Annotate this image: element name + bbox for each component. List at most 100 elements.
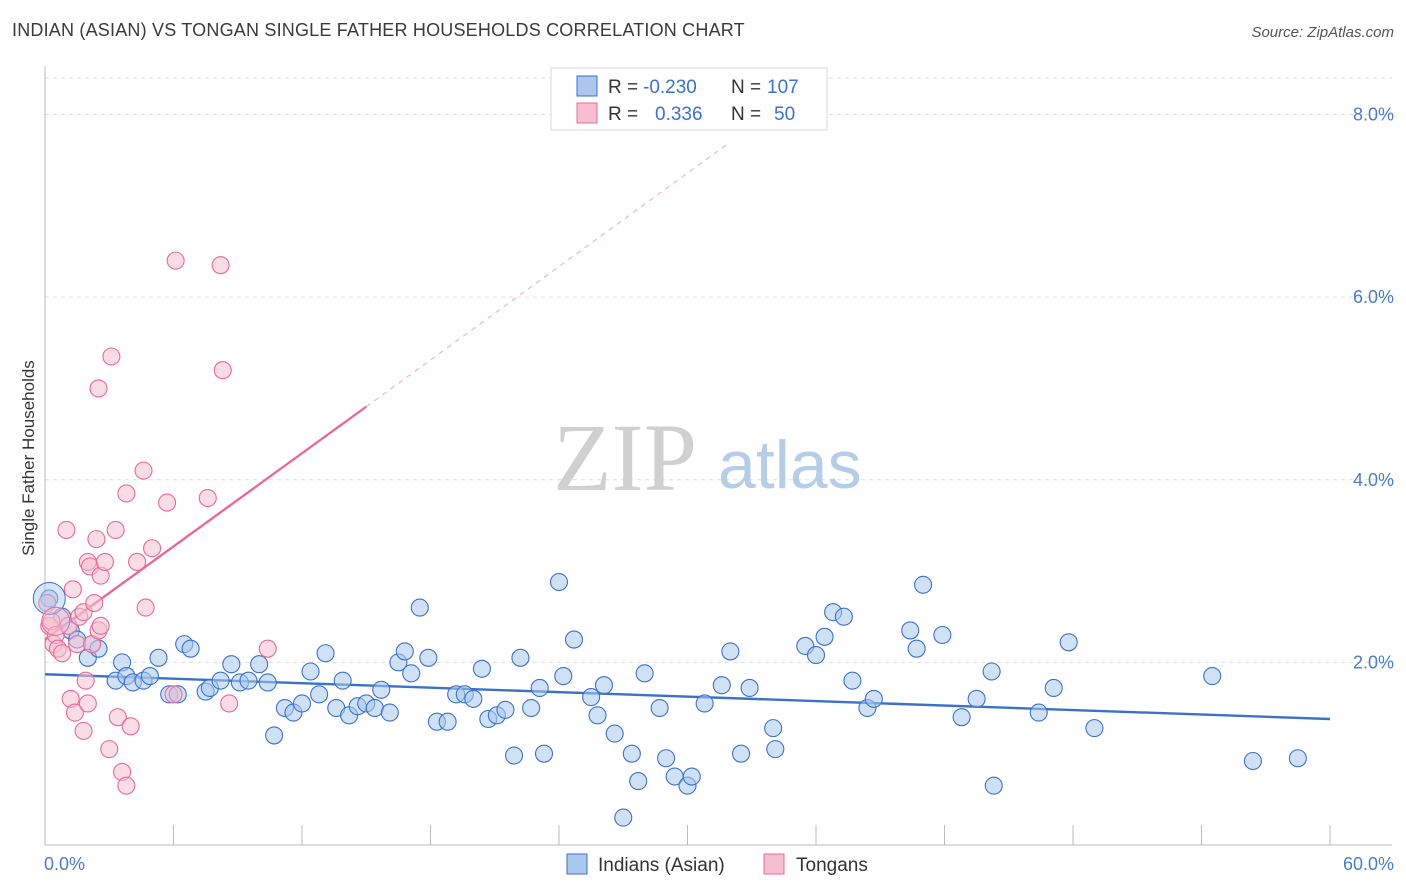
point-indians-asian (614, 808, 633, 827)
chart-title: INDIAN (ASIAN) VS TONGAN SINGLE FATHER H… (12, 20, 745, 40)
point-indians-asian (530, 678, 549, 697)
point-tongans (134, 461, 153, 480)
point-indians-asian (372, 680, 391, 699)
point-tongans (198, 488, 217, 508)
legend-n-value-1: 107 (767, 77, 799, 98)
point-tongans (65, 703, 85, 722)
point-indians-asian (712, 676, 731, 695)
point-indians-asian (629, 772, 648, 791)
point-indians-asian (365, 698, 384, 718)
point-tongans (85, 593, 104, 613)
legend-n-value-2: 50 (774, 104, 795, 125)
point-indians-asian (740, 678, 759, 697)
point-tongans (100, 740, 119, 759)
point-tongans (78, 694, 97, 713)
y-tick-label: 8.0% (1353, 105, 1394, 125)
point-indians-asian (806, 646, 826, 665)
point-indians-asian (333, 671, 352, 690)
point-indians-asian (682, 767, 701, 786)
point-indians-asian (657, 749, 676, 768)
point-indians-asian (310, 685, 329, 704)
point-indians-asian (181, 639, 200, 658)
point-indians-asian (549, 572, 569, 592)
point-indians-asian (635, 664, 654, 683)
point-indians-asian (695, 694, 714, 713)
y-axis-label: Single Father Households (19, 360, 38, 556)
point-indians-asian (534, 744, 554, 763)
watermark-atlas: atlas (718, 427, 862, 503)
data-points (32, 251, 1307, 827)
point-indians-asian (1029, 703, 1048, 722)
point-indians-asian (504, 746, 524, 765)
point-indians-asian (952, 708, 971, 727)
axes (44, 66, 1392, 846)
watermark-zip: ZIP (553, 404, 697, 511)
point-indians-asian (316, 644, 335, 663)
point-indians-asian (1203, 667, 1222, 686)
point-indians-asian (622, 744, 641, 763)
point-indians-asian (32, 581, 66, 615)
point-indians-asian (464, 689, 483, 708)
point-tongans (74, 721, 93, 740)
point-indians-asian (438, 712, 457, 731)
legend-n-label-1: N = (731, 77, 761, 98)
point-indians-asian (149, 648, 168, 667)
point-indians-asian (843, 671, 862, 690)
point-tongans (117, 484, 136, 503)
point-indians-asian (864, 689, 883, 708)
legend-bottom-label-1: Indians (Asian) (598, 855, 725, 876)
point-indians-asian (588, 706, 607, 725)
point-tongans (220, 694, 239, 713)
point-tongans (38, 593, 57, 613)
point-indians-asian (554, 667, 573, 686)
point-tongans (53, 644, 72, 663)
point-indians-asian (402, 664, 421, 683)
legend-r-value-1: -0.230 (643, 77, 697, 98)
point-indians-asian (222, 655, 241, 674)
y-tick-label: 6.0% (1353, 287, 1394, 307)
point-indians-asian (419, 648, 438, 667)
point-indians-asian (907, 639, 926, 658)
point-indians-asian (496, 700, 515, 719)
point-indians-asian (511, 648, 530, 667)
point-indians-asian (766, 740, 785, 759)
point-tongans (166, 251, 185, 270)
point-indians-asian (239, 671, 258, 690)
point-indians-asian (258, 673, 277, 692)
point-tongans (108, 708, 127, 727)
point-indians-asian (250, 655, 269, 674)
point-tongans (102, 347, 121, 366)
point-indians-asian (380, 703, 399, 722)
point-indians-asian (211, 671, 230, 690)
point-indians-asian (967, 689, 986, 708)
legend-bottom-swatch-pink (763, 853, 785, 875)
legend-swatch-pink (576, 102, 598, 124)
trend-line-tongans-extension (365, 141, 731, 408)
legend-r-label-1: R = (608, 77, 638, 98)
point-tongans (143, 539, 162, 558)
point-indians-asian (650, 698, 669, 718)
point-indians-asian (721, 642, 740, 661)
point-tongans (121, 717, 140, 736)
point-tongans (63, 580, 82, 599)
legend-bottom-label-2: Tongans (796, 855, 868, 876)
x-tick-label: 60.0% (1343, 854, 1394, 874)
legend-r-value-2: 0.336 (655, 104, 703, 125)
point-tongans (89, 379, 108, 398)
point-indians-asian (594, 676, 614, 695)
gridlines (45, 77, 1392, 663)
point-indians-asian (1044, 678, 1063, 697)
point-tongans (117, 776, 136, 795)
y-tick-label: 2.0% (1353, 652, 1394, 672)
point-indians-asian (1288, 749, 1307, 768)
point-tongans (76, 671, 95, 690)
point-tongans (95, 552, 115, 571)
point-indians-asian (395, 642, 414, 661)
point-tongans (91, 616, 110, 635)
legend-series: Indians (Asian) Tongans (566, 853, 868, 876)
point-tongans (258, 639, 277, 658)
point-tongans (213, 361, 232, 380)
point-tongans (164, 685, 183, 704)
point-indians-asian (140, 667, 159, 686)
